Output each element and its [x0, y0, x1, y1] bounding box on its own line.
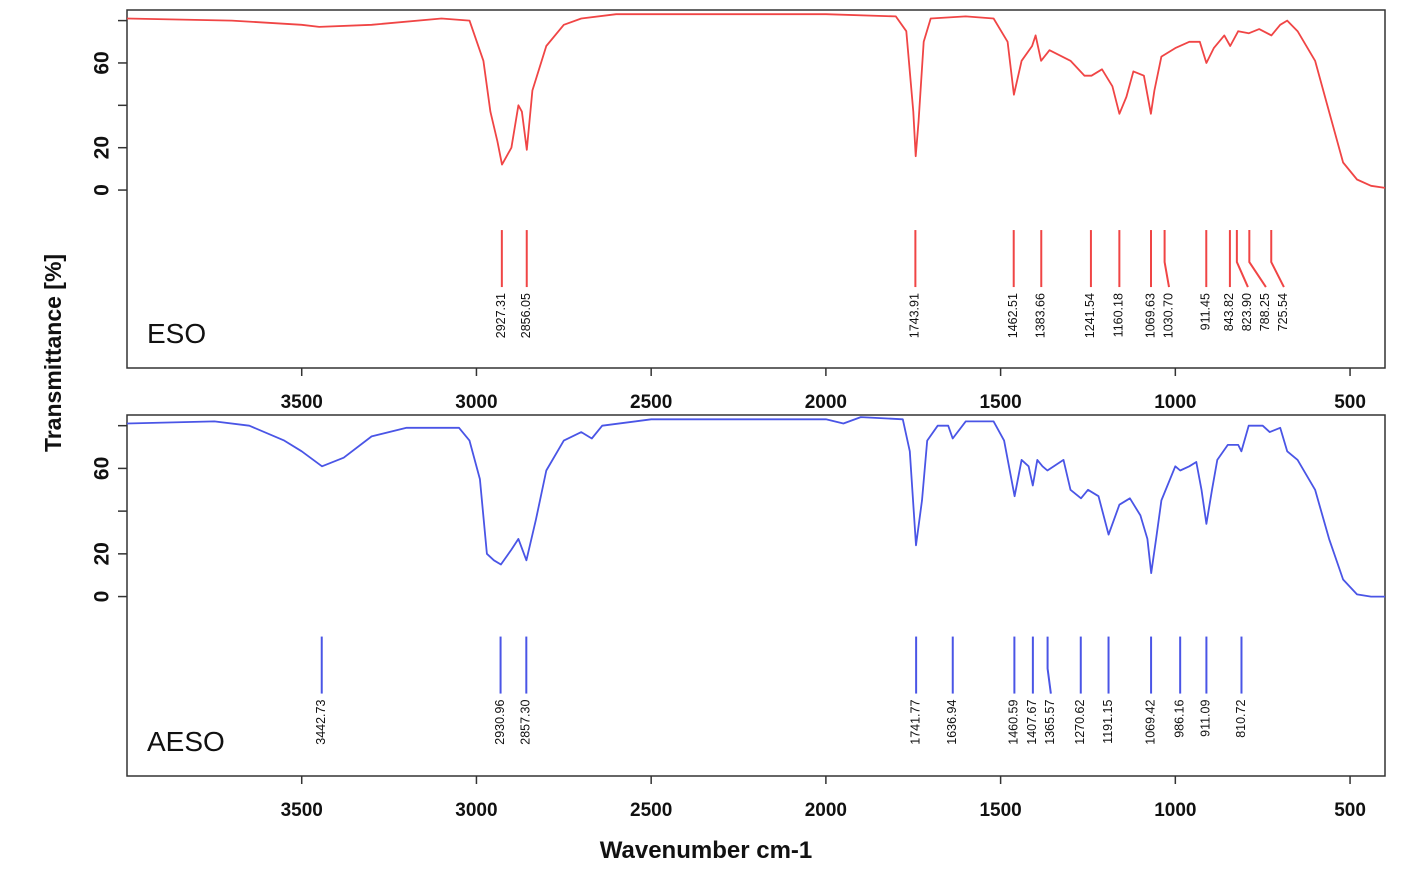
peak-label: 1383.66	[1034, 293, 1048, 338]
peak-marker	[1046, 636, 1052, 694]
peak-marker	[1248, 230, 1267, 288]
x-tick-label: 3000	[455, 800, 497, 821]
y-tick-label: 60	[91, 51, 114, 74]
peak-label: 1270.62	[1073, 700, 1087, 745]
peak-label: 1241.54	[1083, 293, 1097, 338]
x-tick-label: 500	[1334, 800, 1366, 821]
peak-label: 1636.94	[945, 700, 959, 745]
peak-label: 1407.67	[1025, 700, 1039, 745]
peak-label: 1191.15	[1101, 700, 1115, 744]
peak-marker	[1270, 230, 1285, 288]
peak-label: 788.25	[1258, 293, 1272, 331]
peak-marker	[1163, 230, 1170, 288]
peak-label: 2856.05	[519, 293, 533, 338]
plot-frame	[126, 414, 1386, 777]
x-axis-label: Wavenumber cm-1	[600, 837, 813, 864]
peak-label: 2927.31	[494, 293, 508, 338]
peak-marker	[1235, 230, 1249, 288]
plot-frame	[126, 9, 1386, 369]
peak-label: 1365.57	[1043, 700, 1057, 745]
y-tick-label: 0	[91, 184, 114, 196]
x-tick-label: 1000	[1154, 392, 1196, 413]
x-tick-label: 1500	[979, 800, 1021, 821]
peak-label: 725.54	[1276, 293, 1290, 331]
peak-label: 1069.63	[1143, 293, 1157, 338]
spectrum-line	[126, 416, 1385, 598]
peak-label: 1030.70	[1161, 293, 1175, 338]
x-tick-label: 2000	[805, 800, 847, 821]
x-tick-label: 2500	[630, 392, 672, 413]
y-tick-label: 20	[91, 542, 114, 565]
peak-label: 986.16	[1172, 700, 1186, 738]
peak-label: 2857.30	[519, 700, 533, 745]
y-tick-label: 0	[91, 591, 114, 603]
panel-label: AESO	[147, 726, 225, 757]
peak-label: 1462.51	[1006, 293, 1020, 338]
spectrum-line	[126, 13, 1386, 189]
y-axis-label: Transmittance [%]	[40, 254, 66, 452]
peak-label: 1069.42	[1143, 700, 1157, 745]
y-tick-label: 60	[91, 457, 114, 480]
peak-label: 1460.59	[1007, 700, 1021, 745]
x-tick-label: 2000	[805, 392, 847, 413]
peak-label: 1741.77	[908, 700, 922, 745]
x-tick-label: 3000	[455, 392, 497, 413]
peak-label: 843.82	[1222, 293, 1236, 331]
x-tick-label: 3500	[281, 392, 323, 413]
peak-label: 823.90	[1240, 293, 1254, 331]
peak-label: 810.72	[1234, 700, 1248, 738]
peak-label: 2930.96	[493, 700, 507, 745]
panel-label: ESO	[147, 318, 206, 349]
x-tick-label: 1500	[979, 392, 1021, 413]
x-tick-label: 3500	[281, 800, 323, 821]
peak-label: 1160.18	[1112, 293, 1126, 337]
peak-label: 1743.91	[908, 293, 922, 338]
x-tick-label: 1000	[1154, 800, 1196, 821]
peak-label: 911.09	[1199, 700, 1213, 737]
peak-label: 911.45	[1199, 293, 1213, 330]
x-tick-label: 500	[1334, 392, 1366, 413]
peak-label: 3442.73	[314, 700, 328, 745]
y-tick-label: 20	[91, 136, 114, 159]
x-tick-label: 2500	[630, 800, 672, 821]
